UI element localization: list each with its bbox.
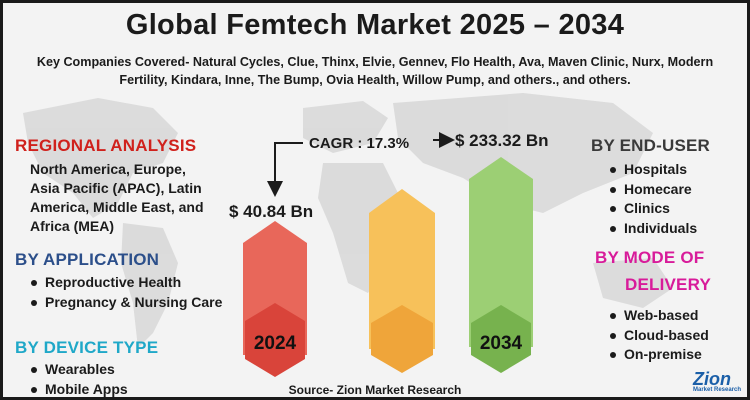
delivery-list: Web-based Cloud-based On-premise bbox=[606, 306, 746, 365]
list-item: Wearables bbox=[27, 360, 227, 380]
green-bar bbox=[469, 157, 533, 373]
list-item: Hospitals bbox=[606, 160, 746, 180]
growth-bars-graphic bbox=[243, 132, 533, 377]
red-bar bbox=[243, 221, 307, 377]
cagr-arrow bbox=[267, 132, 455, 197]
list-item: Clinics bbox=[606, 199, 746, 219]
cagr-label: CAGR : 17.3% bbox=[309, 135, 410, 152]
device-type-list: Wearables Mobile Apps bbox=[27, 360, 227, 398]
device-type-heading: BY DEVICE TYPE bbox=[15, 338, 159, 357]
page-title: Global Femtech Market 2025 – 2034 bbox=[125, 9, 625, 41]
key-companies-text: Key Companies Covered- Natural Cycles, C… bbox=[36, 55, 714, 87]
regional-analysis-text: North America, Europe, Asia Pacific (APA… bbox=[30, 161, 204, 234]
end-user-list: Hospitals Homecare Clinics Individuals bbox=[606, 160, 746, 238]
regional-analysis-heading: REGIONAL ANALYSIS bbox=[15, 136, 197, 155]
list-item: Pregnancy & Nursing Care bbox=[27, 293, 227, 313]
logo-name: Zion bbox=[693, 369, 731, 389]
application-heading: BY APPLICATION bbox=[15, 250, 160, 269]
application-list: Reproductive Health Pregnancy & Nursing C… bbox=[27, 273, 227, 312]
logo-tagline: Market Research bbox=[693, 387, 742, 393]
list-item: Cloud-based bbox=[606, 326, 746, 346]
list-item: Homecare bbox=[606, 180, 746, 200]
end-value-label: $ 233.32 Bn bbox=[455, 131, 549, 150]
list-item: Individuals bbox=[606, 219, 746, 239]
delivery-heading-line2: DELIVERY bbox=[625, 275, 711, 294]
start-value-label: $ 40.84 Bn bbox=[229, 202, 314, 221]
list-item: Reproductive Health bbox=[27, 273, 227, 293]
zion-logo: Zion Market Research bbox=[693, 369, 745, 394]
yellow-bar bbox=[369, 189, 435, 373]
end-user-heading: BY END-USER bbox=[591, 136, 711, 155]
end-year-label: 2034 bbox=[479, 333, 523, 354]
list-item: On-premise bbox=[606, 345, 746, 365]
delivery-heading-line1: BY MODE OF bbox=[595, 248, 705, 267]
start-year-label: 2024 bbox=[253, 333, 297, 354]
list-item: Web-based bbox=[606, 306, 746, 326]
list-item: Mobile Apps bbox=[27, 380, 227, 398]
source-text: Source- Zion Market Research bbox=[288, 383, 462, 397]
